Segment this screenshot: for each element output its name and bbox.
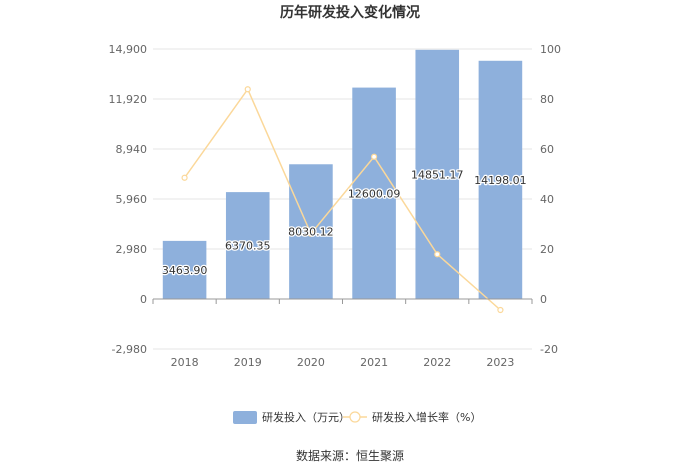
bar-2018[interactable]	[162, 240, 207, 299]
growth-point-2023[interactable]	[497, 306, 504, 314]
y-right-tick-label: 40	[540, 193, 554, 206]
y-left-tick-label: 2,980	[116, 243, 148, 256]
legend-line-label[interactable]: 研发投入增长率（%）	[372, 410, 481, 424]
source-note: 数据来源：恒生聚源	[296, 448, 404, 463]
x-tick-label: 2020	[297, 356, 325, 369]
y-left-tick-label: 8,940	[116, 143, 148, 156]
bar-2019[interactable]	[225, 192, 270, 299]
y-left-tick-label: 14,900	[109, 43, 148, 56]
growth-point-2020[interactable]	[307, 230, 315, 237]
chart-title: 历年研发投入变化情况	[280, 4, 420, 21]
legend-bar-swatch[interactable]	[233, 411, 257, 424]
y-right-tick-label: 60	[540, 143, 554, 156]
bar-2021[interactable]	[352, 87, 396, 299]
growth-point-2018[interactable]	[181, 174, 188, 181]
y-left-tick-label: 0	[140, 293, 147, 306]
y-left-tick-label: -2,980	[112, 343, 147, 356]
y-left-tick-label: 11,920	[109, 93, 148, 106]
growth-point-2021[interactable]	[370, 153, 378, 160]
growth-point-2022[interactable]	[434, 251, 441, 258]
x-tick-label: 2023	[486, 356, 514, 369]
bar-value-label: 14851.17	[411, 168, 464, 181]
bar-value-label: 6370.35	[225, 240, 271, 253]
label-layer: 3463.90 6370.35 8030.12 12600.09 14851.17 141…	[161, 167, 528, 278]
bar-value-label: 14198.01	[474, 174, 527, 187]
x-tick-label: 2021	[360, 356, 388, 369]
axis-layer: 14,900 100 11,920 80 8,940 60 5,960 40 2,980 20 0 0…	[109, 43, 562, 369]
bar-value-label: 3463.90	[162, 264, 208, 277]
bar-value-label: 12600.09	[348, 187, 401, 200]
line-layer	[181, 86, 504, 314]
bar-2023[interactable]	[478, 60, 523, 300]
legend-bar-label[interactable]: 研发投入（万元）	[262, 410, 350, 424]
y-right-tick-label: 20	[540, 243, 554, 256]
bar-value-label: 8030.12	[288, 226, 334, 239]
y-left-tick-label: 5,960	[116, 193, 148, 206]
bar-layer	[162, 49, 523, 300]
bar-2022[interactable]	[415, 49, 460, 300]
y-right-tick-label: 0	[540, 293, 547, 306]
growth-point-2019[interactable]	[244, 86, 251, 93]
growth-rate-line	[183, 87, 501, 311]
x-tick-label: 2019	[234, 356, 262, 369]
legend[interactable]: 研发投入（万元） 研发投入增长率（%）	[233, 410, 481, 424]
y-right-tick-label: 100	[540, 43, 561, 56]
y-right-tick-label: 80	[540, 93, 554, 106]
x-tick-label: 2022	[423, 356, 451, 369]
x-tick-label: 2018	[171, 356, 199, 369]
legend-line-marker[interactable]	[349, 411, 361, 423]
y-right-tick-label: -20	[540, 343, 558, 356]
